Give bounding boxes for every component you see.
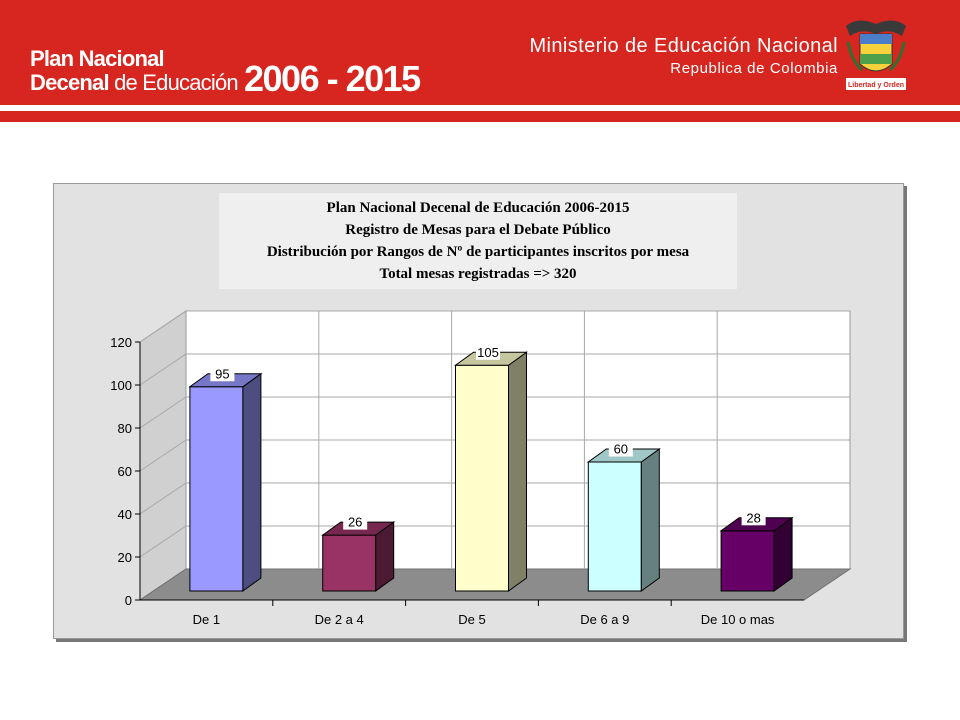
logo-line-2: Decenal de Educación — [30, 70, 239, 96]
y-tick-label: 80 — [118, 421, 132, 436]
data-label-bg — [343, 515, 368, 530]
bar-side — [508, 351, 527, 592]
bar-3 — [586, 448, 661, 592]
data-label: 60 — [614, 442, 628, 457]
bar-front — [587, 461, 642, 592]
bar-side — [640, 448, 660, 592]
x-tick-label: De 2 a 4 — [315, 612, 364, 627]
bar-0 — [188, 372, 263, 592]
data-label-bg — [741, 511, 766, 526]
bar-side — [242, 372, 262, 592]
bar-front — [189, 386, 244, 592]
x-tick-label: De 10 o mas — [701, 612, 775, 627]
x-tick-label: De 6 a 9 — [580, 612, 629, 627]
logo-line-2-bold: Decenal — [30, 70, 110, 95]
data-label: 95 — [215, 366, 229, 381]
x-tick-label: De 1 — [193, 612, 220, 627]
y-tick-label: 100 — [110, 378, 132, 393]
data-label: 105 — [477, 345, 499, 360]
data-label-bg — [608, 442, 633, 457]
chart-title-line-4: Total mesas registradas => 320 — [379, 266, 577, 282]
chart-title-box: Plan Nacional Decenal de Educación 2006-… — [219, 193, 737, 289]
y-gridline — [139, 439, 850, 472]
chart-title-line-3: Distribución por Rangos de Nº de partici… — [266, 244, 690, 260]
bar-front — [322, 534, 377, 592]
y-tick-label: 0 — [125, 593, 132, 608]
y-gridline — [139, 353, 850, 386]
data-label-bg — [210, 367, 235, 382]
y-tick-label: 120 — [110, 335, 132, 350]
header-banner — [0, 0, 960, 105]
coat-of-arms-icon: Libertad y Orden — [838, 12, 914, 94]
ministry-name: Ministerio de Educación Nacional — [529, 35, 838, 57]
country-name: Republica de Colombia — [670, 60, 838, 77]
logo-line-2-rest: de Educación — [108, 70, 239, 95]
bar-2 — [453, 351, 529, 592]
bar-front — [720, 530, 775, 592]
crest-motto: Libertad y Orden — [848, 82, 904, 89]
bar-4 — [719, 516, 794, 592]
data-label: 28 — [746, 510, 760, 525]
logo-line-1: Plan Nacional — [30, 46, 165, 71]
logo-years: 2006 - 2015 — [244, 58, 421, 99]
bar-1 — [321, 521, 396, 592]
chart-title-line-2: Registro de Mesas para el Debate Público — [345, 222, 611, 238]
data-label-bg — [476, 345, 500, 360]
y-tick-label: 20 — [118, 550, 132, 565]
x-tick-label: De 5 — [458, 612, 485, 627]
y-gridline — [139, 396, 850, 429]
y-gridline — [139, 310, 850, 343]
header-stripe — [0, 111, 960, 122]
bar-front — [455, 364, 509, 592]
chart-title-line-1: Plan Nacional Decenal de Educación 2006-… — [326, 200, 630, 216]
y-tick-label: 40 — [118, 507, 132, 522]
data-label: 26 — [348, 515, 362, 530]
y-tick-label: 60 — [118, 464, 132, 479]
